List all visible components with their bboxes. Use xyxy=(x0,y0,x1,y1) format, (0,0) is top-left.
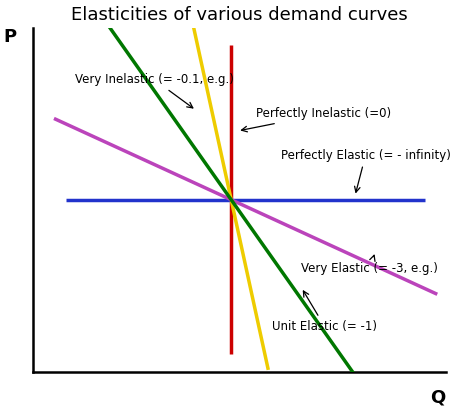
Text: Q: Q xyxy=(430,389,446,407)
Text: Unit Elastic (= -1): Unit Elastic (= -1) xyxy=(273,291,377,333)
Text: Very Inelastic (= -0.1, e.g.): Very Inelastic (= -0.1, e.g.) xyxy=(74,73,234,108)
Text: P: P xyxy=(4,28,17,46)
Title: Elasticities of various demand curves: Elasticities of various demand curves xyxy=(71,6,408,23)
Text: Perfectly Elastic (= - infinity): Perfectly Elastic (= - infinity) xyxy=(281,148,450,192)
Text: Perfectly Inelastic (=0): Perfectly Inelastic (=0) xyxy=(241,107,391,132)
Text: Very Elastic (= -3, e.g.): Very Elastic (= -3, e.g.) xyxy=(301,255,438,275)
